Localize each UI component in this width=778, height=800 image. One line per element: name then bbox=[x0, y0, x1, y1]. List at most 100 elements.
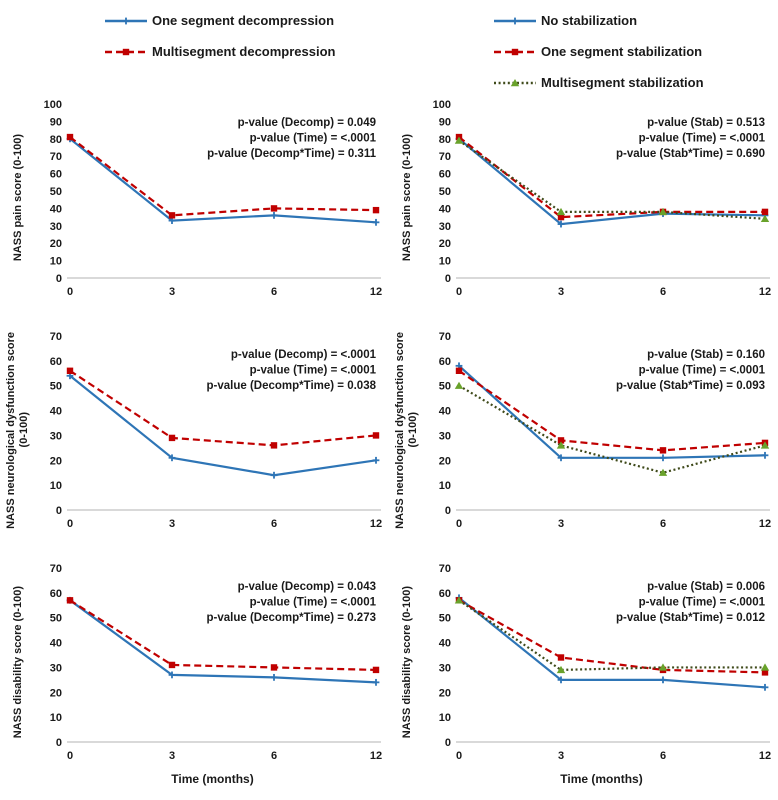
svg-text:20: 20 bbox=[439, 455, 451, 467]
chart-block-neuro-stabilization: NASS neurological dysfunction score (0-10… bbox=[389, 324, 778, 536]
chart-block-pain-stabilization: NASS pain score (0-100) 0 10 20 30 40 50 60 70 8… bbox=[389, 92, 778, 304]
svg-text:30: 30 bbox=[50, 221, 62, 233]
svg-text:p-value (Decomp*Time) = 0.038: p-value (Decomp*Time) = 0.038 bbox=[207, 380, 377, 392]
svg-text:12: 12 bbox=[370, 518, 382, 530]
legend-item-label: Multisegment decompression bbox=[152, 44, 336, 59]
svg-text:0: 0 bbox=[56, 505, 62, 517]
svg-text:6: 6 bbox=[271, 750, 277, 762]
svg-text:6: 6 bbox=[271, 518, 277, 530]
svg-text:50: 50 bbox=[439, 613, 451, 625]
svg-text:12: 12 bbox=[370, 750, 382, 762]
svg-text:50: 50 bbox=[50, 186, 62, 198]
svg-text:6: 6 bbox=[271, 286, 277, 298]
svg-text:0: 0 bbox=[56, 737, 62, 749]
svg-text:3: 3 bbox=[558, 518, 564, 530]
svg-text:30: 30 bbox=[50, 430, 62, 442]
chart-pain-stabilization: 0 10 20 30 40 50 60 70 80 90 100 0 3 6 12 p-value (Stab… bbox=[433, 99, 771, 298]
y-axis-label-disability-stabilization: NASS disability score (0-100) bbox=[389, 556, 425, 768]
svg-text:12: 12 bbox=[370, 286, 382, 298]
svg-text:p-value (Stab) = 0.513: p-value (Stab) = 0.513 bbox=[647, 117, 765, 129]
y-axis-label-neuro-stabilization: NASS neurological dysfunction score (0-10… bbox=[389, 324, 425, 536]
svg-text:3: 3 bbox=[169, 286, 175, 298]
svg-text:70: 70 bbox=[439, 151, 451, 163]
svg-text:p-value (Stab*Time) = 0.690: p-value (Stab*Time) = 0.690 bbox=[616, 148, 765, 160]
svg-text:p-value (Decomp) = 0.043: p-value (Decomp) = 0.043 bbox=[238, 581, 376, 593]
chart-neuro-decompression: 0 10 20 30 40 50 60 70 0 3 6 12 p-value (Decomp) = <… bbox=[50, 331, 382, 530]
legend-item-label: One segment stabilization bbox=[541, 44, 703, 59]
svg-text:70: 70 bbox=[50, 331, 62, 343]
svg-text:20: 20 bbox=[50, 455, 62, 467]
y-axis-label-line: NASS pain score (0-100) bbox=[11, 134, 24, 262]
chart-block-disability-stabilization: NASS disability score (0-100) 0 10 20 30 40 5… bbox=[389, 556, 778, 768]
svg-text:p-value (Time) = <.0001: p-value (Time) = <.0001 bbox=[250, 365, 377, 377]
legend-item-label: No stabilization bbox=[541, 13, 638, 28]
y-axis-label-line: (0-100) bbox=[407, 412, 419, 448]
svg-text:20: 20 bbox=[50, 687, 62, 699]
svg-text:0: 0 bbox=[67, 286, 73, 298]
svg-text:12: 12 bbox=[759, 518, 771, 530]
svg-text:90: 90 bbox=[50, 116, 62, 128]
svg-text:p-value (Stab) = 0.006: p-value (Stab) = 0.006 bbox=[647, 581, 765, 593]
legend-item: No stabilization bbox=[493, 10, 778, 32]
svg-text:0: 0 bbox=[67, 750, 73, 762]
svg-text:p-value (Time) = <.0001: p-value (Time) = <.0001 bbox=[250, 133, 377, 145]
legend-stabilization: No stabilization One segment stabilizatio… bbox=[493, 0, 778, 92]
legend-marker-icon bbox=[105, 48, 147, 56]
legend-marker-icon bbox=[494, 79, 536, 87]
y-axis-label-line: NASS neurological dysfunction score bbox=[394, 331, 406, 529]
svg-text:p-value (Stab*Time) = 0.012: p-value (Stab*Time) = 0.012 bbox=[616, 612, 765, 624]
chart-block-neuro-decompression: NASS neurological dysfunction score (0-10… bbox=[0, 324, 389, 536]
svg-text:70: 70 bbox=[439, 331, 451, 343]
y-axis-label-line: NASS neurological dysfunction score bbox=[5, 331, 17, 529]
stabilization-column: No stabilization One segment stabilizatio… bbox=[389, 0, 778, 786]
svg-text:40: 40 bbox=[50, 638, 62, 650]
svg-text:60: 60 bbox=[439, 588, 451, 600]
svg-text:6: 6 bbox=[660, 750, 666, 762]
svg-text:3: 3 bbox=[169, 750, 175, 762]
svg-text:20: 20 bbox=[439, 238, 451, 250]
svg-text:60: 60 bbox=[50, 356, 62, 368]
svg-text:50: 50 bbox=[439, 186, 451, 198]
svg-text:90: 90 bbox=[439, 116, 451, 128]
y-axis-label-line: NASS disability score (0-100) bbox=[11, 585, 24, 739]
svg-text:p-value (Decomp) = 0.049: p-value (Decomp) = 0.049 bbox=[238, 117, 376, 129]
svg-text:12: 12 bbox=[759, 750, 771, 762]
svg-text:40: 40 bbox=[439, 638, 451, 650]
svg-text:40: 40 bbox=[50, 203, 62, 215]
svg-text:80: 80 bbox=[439, 134, 451, 146]
svg-text:10: 10 bbox=[439, 480, 451, 492]
svg-text:50: 50 bbox=[439, 381, 451, 393]
svg-text:p-value (Time) = <.0001: p-value (Time) = <.0001 bbox=[639, 597, 766, 609]
svg-text:p-value (Decomp*Time) = 0.311: p-value (Decomp*Time) = 0.311 bbox=[207, 148, 376, 160]
legend-marker-icon bbox=[494, 17, 536, 25]
legend-item: Multisegment stabilization bbox=[493, 72, 778, 94]
chart-disability-stabilization: 0 10 20 30 40 50 60 70 0 3 6 12 p-value (Stab) = 0.0… bbox=[439, 563, 771, 762]
svg-text:10: 10 bbox=[50, 480, 62, 492]
svg-text:10: 10 bbox=[439, 256, 451, 268]
svg-text:10: 10 bbox=[50, 256, 62, 268]
svg-text:30: 30 bbox=[439, 221, 451, 233]
chart-pain-decompression: 0 10 20 30 40 50 60 70 80 90 100 0 3 6 12 p-value (Deco… bbox=[44, 99, 382, 298]
svg-text:12: 12 bbox=[759, 286, 771, 298]
svg-text:50: 50 bbox=[50, 381, 62, 393]
svg-text:0: 0 bbox=[456, 286, 462, 298]
svg-text:60: 60 bbox=[50, 169, 62, 181]
svg-text:0: 0 bbox=[67, 518, 73, 530]
svg-text:60: 60 bbox=[439, 169, 451, 181]
y-axis-label-line: (0-100) bbox=[18, 412, 30, 448]
y-axis-label-disability-decompression: NASS disability score (0-100) bbox=[0, 556, 36, 768]
svg-text:0: 0 bbox=[56, 273, 62, 285]
svg-text:p-value (Decomp*Time) = 0.273: p-value (Decomp*Time) = 0.273 bbox=[207, 612, 376, 624]
y-axis-label-line: NASS pain score (0-100) bbox=[400, 134, 413, 262]
svg-text:p-value (Decomp) = <.0001: p-value (Decomp) = <.0001 bbox=[231, 349, 377, 361]
svg-text:0: 0 bbox=[445, 273, 451, 285]
svg-text:p-value (Stab) = 0.160: p-value (Stab) = 0.160 bbox=[647, 349, 765, 361]
svg-text:30: 30 bbox=[50, 662, 62, 674]
svg-text:60: 60 bbox=[439, 356, 451, 368]
svg-text:0: 0 bbox=[445, 505, 451, 517]
svg-text:60: 60 bbox=[50, 588, 62, 600]
svg-text:3: 3 bbox=[169, 518, 175, 530]
legend-decompression: One segment decompression Multisegment de… bbox=[104, 0, 389, 92]
y-axis-label-pain-stabilization: NASS pain score (0-100) bbox=[389, 92, 425, 304]
